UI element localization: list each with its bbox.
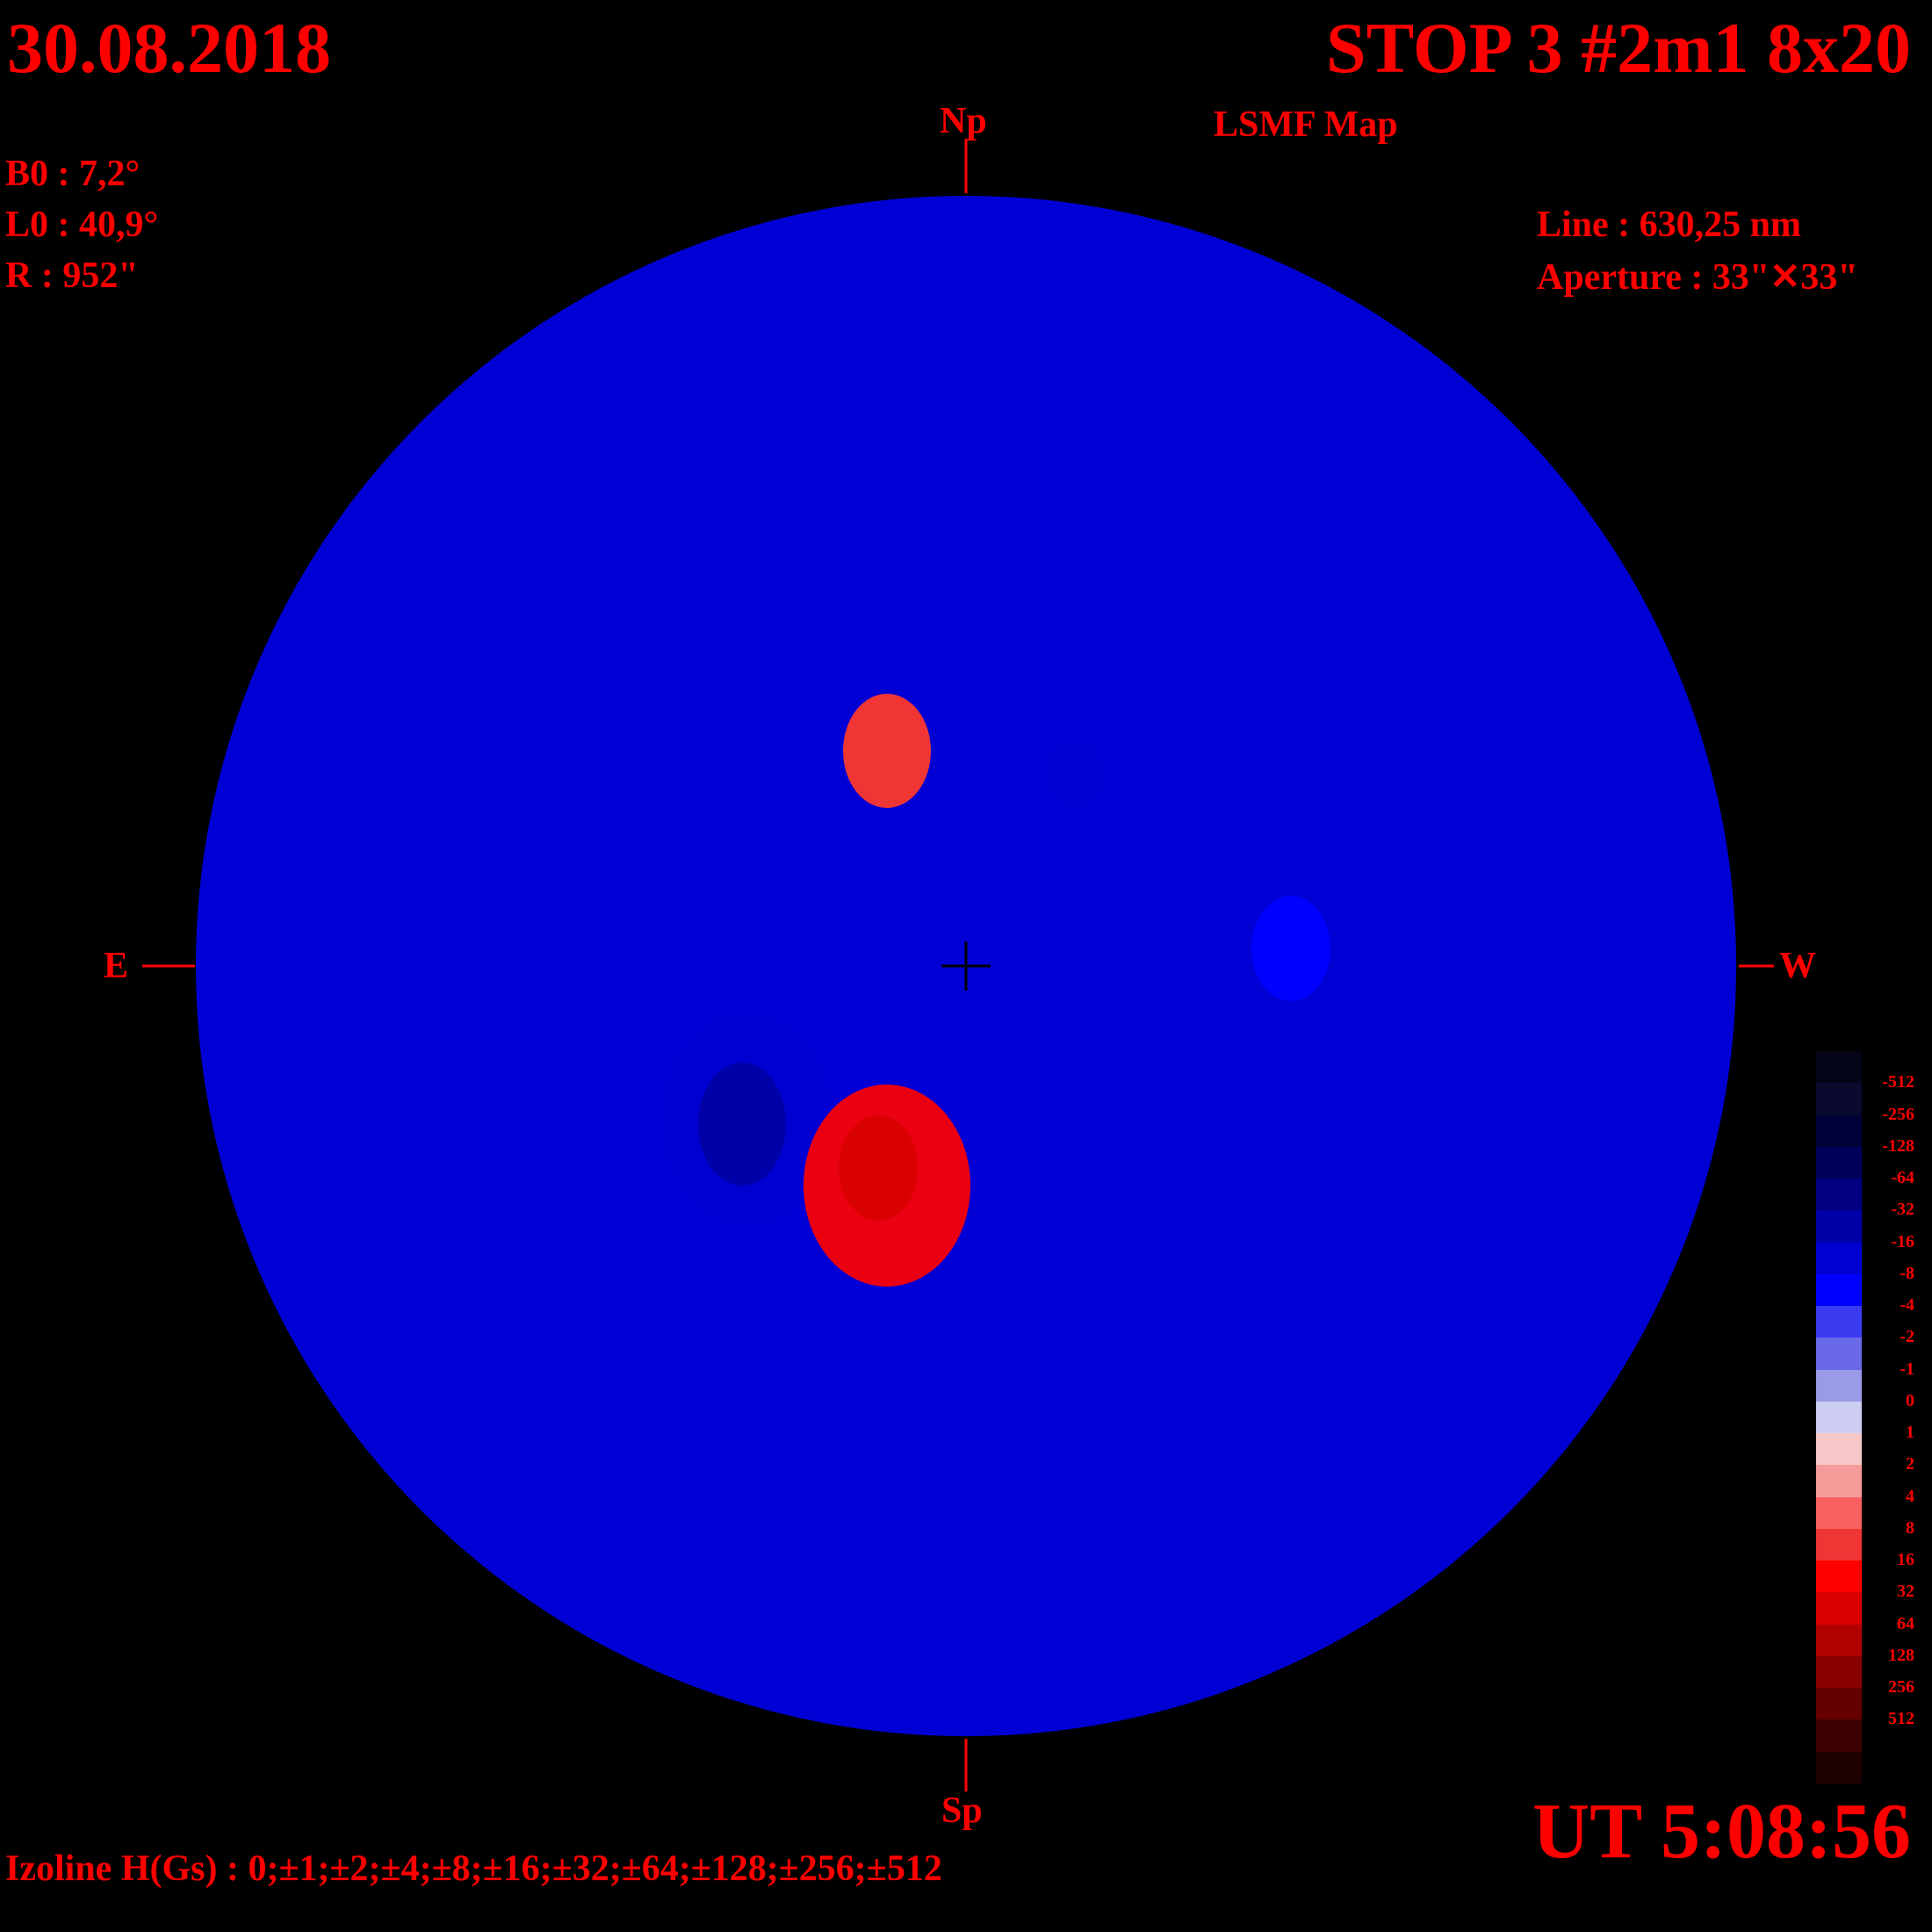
south-pole-label: Sp bbox=[941, 1791, 983, 1831]
east-label: E bbox=[104, 946, 129, 986]
legend-label: 8 bbox=[1906, 1517, 1914, 1538]
legend-swatch bbox=[1816, 1592, 1862, 1625]
legend-swatch bbox=[1816, 1083, 1862, 1115]
legend-label: -512 bbox=[1882, 1072, 1914, 1092]
center-crosshair bbox=[941, 941, 991, 991]
legend-label: -64 bbox=[1891, 1168, 1914, 1187]
map-title: STOP 3 #2m1 8x20 bbox=[1326, 8, 1911, 88]
legend-swatch bbox=[1816, 1561, 1862, 1593]
legend-swatch bbox=[1816, 1146, 1862, 1179]
legend-label: 0 bbox=[1906, 1390, 1914, 1410]
isoline-levels: Izoline H(Gs) : 0;±1;±2;±4;±8;±16;±32;±6… bbox=[5, 1849, 942, 1889]
legend-label: 32 bbox=[1897, 1582, 1914, 1602]
param-l0: L0 : 40,9° bbox=[5, 205, 159, 245]
legend-label: -32 bbox=[1891, 1200, 1914, 1220]
legend-swatch bbox=[1816, 1242, 1862, 1274]
legend-label: -1 bbox=[1900, 1359, 1914, 1379]
legend-swatch bbox=[1816, 1179, 1862, 1211]
legend-swatch bbox=[1816, 1114, 1862, 1147]
legend-label: 2 bbox=[1906, 1454, 1914, 1474]
legend-label: 4 bbox=[1906, 1486, 1914, 1506]
legend-label: -256 bbox=[1882, 1104, 1914, 1124]
legend-swatch bbox=[1816, 1401, 1862, 1433]
legend-swatch bbox=[1816, 1465, 1862, 1497]
north-pole-label: Np bbox=[940, 101, 987, 141]
legend-swatch bbox=[1816, 1655, 1862, 1688]
legend-label: -128 bbox=[1882, 1135, 1914, 1156]
param-b0: B0 : 7,2° bbox=[5, 154, 141, 194]
legend-label: -2 bbox=[1900, 1327, 1914, 1347]
legend-swatch bbox=[1816, 1273, 1862, 1306]
legend-label: -8 bbox=[1900, 1263, 1914, 1283]
legend-label: 1 bbox=[1906, 1423, 1914, 1442]
ut-time: UT 5:08:56 bbox=[1532, 1788, 1911, 1875]
map-subtitle: LSMF Map bbox=[1214, 105, 1398, 145]
legend-swatch bbox=[1816, 1528, 1862, 1561]
observation-date: 30.08.2018 bbox=[7, 8, 331, 88]
legend-swatch-top bbox=[1816, 1051, 1862, 1084]
legend-label: 256 bbox=[1888, 1677, 1914, 1697]
legend-label: -4 bbox=[1900, 1295, 1914, 1315]
legend-swatch bbox=[1816, 1337, 1862, 1370]
legend-label: 128 bbox=[1888, 1645, 1914, 1665]
param-line: Line : 630,25 nm bbox=[1537, 205, 1802, 245]
legend-swatch bbox=[1816, 1369, 1862, 1402]
legend-swatch bbox=[1816, 1624, 1862, 1656]
legend-swatch bbox=[1816, 1496, 1862, 1529]
legend-label: 16 bbox=[1897, 1550, 1914, 1569]
legend-swatch bbox=[1816, 1688, 1862, 1720]
legend-swatch-bottom bbox=[1816, 1751, 1862, 1784]
legend-swatch bbox=[1816, 1433, 1862, 1466]
param-radius: R : 952" bbox=[5, 256, 139, 296]
param-aperture: Aperture : 33"✕33" bbox=[1537, 257, 1858, 298]
legend-swatch bbox=[1816, 1210, 1862, 1243]
legend-label: 512 bbox=[1888, 1709, 1914, 1729]
legend-swatch bbox=[1816, 1306, 1862, 1338]
legend-label: 64 bbox=[1897, 1613, 1914, 1633]
legend-label: -16 bbox=[1891, 1231, 1914, 1251]
west-label: W bbox=[1779, 946, 1816, 986]
legend-swatch bbox=[1816, 1719, 1862, 1752]
